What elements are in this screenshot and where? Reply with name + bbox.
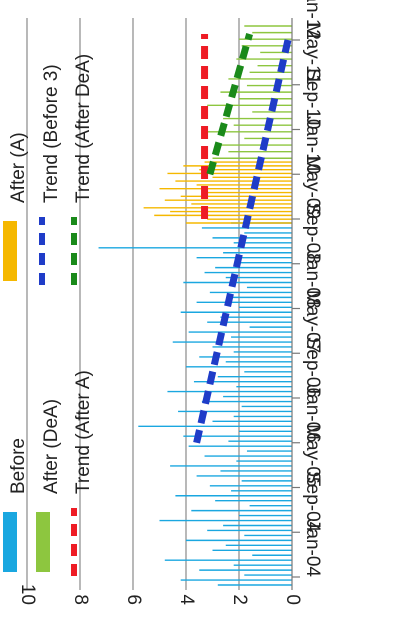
date-tick-label: May-05 <box>302 424 323 487</box>
value-tick-label: 8 <box>70 594 91 605</box>
tick-labels: 0246810Jan-04Sep-04May-05Jan-06Sep-06May… <box>17 0 323 605</box>
legend-label-trend-before-3: Trend (Before 3) <box>41 64 62 203</box>
date-tick-label: Jan-06 <box>302 385 323 443</box>
date-tick-label: May-07 <box>302 290 323 353</box>
axis <box>291 18 300 590</box>
date-tick-label: Sep-04 <box>302 471 323 533</box>
legend-swatch-after-a <box>3 221 17 281</box>
bars <box>98 25 292 586</box>
value-tick-label: 0 <box>282 594 303 605</box>
date-tick-label: Jan-08 <box>302 250 323 308</box>
trend-line-trend-before-3 <box>193 33 293 444</box>
date-tick-label: Sep-08 <box>302 202 323 263</box>
legend-label-after-dea: After (DeA) <box>41 399 62 494</box>
legend-label-trend-after-a: Trend (After A) <box>73 370 94 494</box>
date-tick-label: Sep-10 <box>302 68 323 129</box>
gridlines <box>26 18 240 590</box>
legend-swatch-before <box>3 512 17 572</box>
legend: Before After (A) After (DeA) Trend (Before … <box>3 54 94 576</box>
date-tick-label: Jan-04 <box>302 519 323 578</box>
value-tick-label: 4 <box>176 594 197 605</box>
date-tick-label: May-09 <box>302 156 323 219</box>
value-tick-label: 10 <box>17 584 38 605</box>
trend-line-trend-after-dea <box>206 33 253 176</box>
legend-label-after-a: After (A) <box>8 132 29 203</box>
legend-swatch-after-dea <box>36 512 50 572</box>
trend-lines <box>193 33 293 444</box>
legend-label-trend-after-dea: Trend (After DeA) <box>73 54 94 203</box>
value-tick-label: 6 <box>123 594 144 605</box>
legend-label-before: Before <box>8 438 29 494</box>
date-tick-label: May-11 <box>302 23 323 85</box>
date-tick-label: Jan-12 <box>302 0 323 40</box>
value-tick-label: 2 <box>229 594 250 605</box>
date-tick-label: Sep-06 <box>302 337 323 398</box>
date-tick-label: Jan-10 <box>302 116 323 174</box>
